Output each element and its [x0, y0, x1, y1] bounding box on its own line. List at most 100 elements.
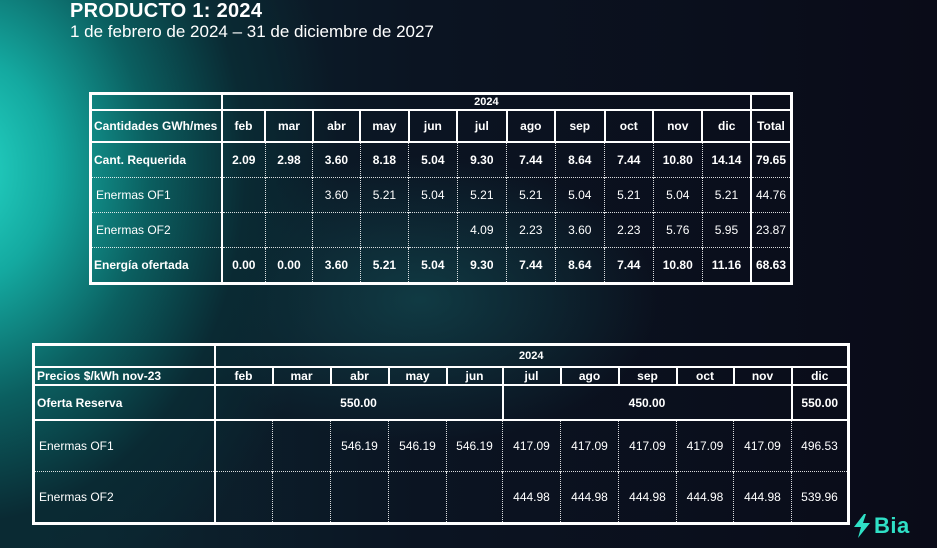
table-cell — [213, 471, 273, 524]
table-cell: 539.96 — [791, 471, 849, 524]
table-cell: 0.00 — [264, 247, 313, 284]
table-cell: 7.44 — [604, 142, 653, 178]
row-label: Enermas OF2 — [33, 471, 215, 524]
table-cell: 2.23 — [604, 212, 653, 248]
table-cell: 546.19 — [446, 420, 503, 472]
table-cell: 3.60 — [312, 142, 361, 178]
table-cell — [330, 471, 389, 524]
table-cell: 5.21 — [456, 177, 507, 213]
table-cell: 10.80 — [652, 247, 703, 284]
table-cell: 8.64 — [554, 247, 605, 284]
row-label: Cant. Requerida — [94, 153, 187, 167]
month-header: oct — [603, 109, 653, 142]
table-cell: 14.14 — [701, 142, 751, 178]
table-cell: 5.76 — [652, 212, 703, 248]
bia-logo: Bia — [853, 513, 910, 539]
table-cell: 417.09 — [733, 420, 792, 472]
table-cell: 0.00 — [220, 247, 266, 284]
month-header: dic — [701, 109, 751, 142]
table-cell — [213, 420, 273, 472]
table-cell: 8.64 — [554, 142, 605, 178]
table-cell — [408, 212, 458, 248]
table-cell — [312, 212, 361, 248]
prices-table: 2024 Precios $/kWh nov-23 feb mar abr ma… — [32, 343, 850, 525]
month-header: sep — [554, 109, 605, 142]
label-header: Precios $/kWh nov-23 — [33, 366, 215, 385]
quantities-table: 2024 Cantidades GWh/mes feb mar abr may … — [89, 92, 793, 285]
table-cell: 7.44 — [506, 247, 556, 284]
table-cell — [220, 177, 266, 213]
table-cell: 5.21 — [701, 177, 751, 213]
page-title: PRODUCTO 1: 2024 — [70, 0, 263, 22]
logo-text: Bia — [874, 513, 910, 538]
table-cell: 5.04 — [652, 177, 703, 213]
table-cell — [264, 177, 313, 213]
table-cell: 417.09 — [502, 420, 561, 472]
table-cell — [220, 212, 266, 248]
total-header: Total — [749, 109, 792, 142]
table-cell: 10.80 — [652, 142, 703, 178]
lightning-bolt-icon — [854, 514, 870, 538]
table-cell: 7.44 — [604, 247, 653, 284]
year-header: 2024 — [220, 93, 751, 110]
month-header: feb — [213, 366, 273, 385]
table-cell: 444.98 — [502, 471, 561, 524]
table-cell: 7.44 — [506, 142, 556, 178]
month-header: nov — [651, 109, 703, 142]
month-header: dic — [790, 366, 849, 385]
table-cell: 3.60 — [554, 212, 605, 248]
month-header: abr — [329, 366, 389, 385]
month-header: feb — [220, 109, 266, 142]
month-header: jun — [445, 366, 503, 385]
table-cell: 5.04 — [408, 142, 458, 178]
month-header: ago — [505, 109, 556, 142]
table-cell: 9.30 — [456, 247, 507, 284]
month-header: mar — [271, 366, 331, 385]
table-corner — [34, 345, 215, 368]
table-cell — [359, 212, 409, 248]
month-header: may — [359, 109, 409, 142]
table-cell — [272, 471, 331, 524]
table-cell: 5.21 — [506, 177, 556, 213]
table-corner — [749, 93, 792, 110]
row-label: Enermas OF1 — [39, 439, 114, 453]
year-header: 2024 — [213, 344, 849, 367]
table-cell: 2.98 — [264, 142, 313, 178]
table-cell: 546.19 — [388, 420, 447, 472]
table-cell: 5.21 — [359, 177, 409, 213]
table-cell: 5.21 — [604, 177, 653, 213]
total-cell: 23.87 — [749, 212, 792, 248]
table-cell: 546.19 — [330, 420, 389, 472]
table-cell: 444.98 — [733, 471, 792, 524]
table-cell: 417.09 — [676, 420, 734, 472]
page-subtitle: 1 de febrero de 2024 – 31 de diciembre d… — [70, 22, 434, 41]
total-cell: 68.63 — [749, 247, 792, 284]
table-cell: 3.60 — [312, 177, 361, 213]
table-cell: 2.23 — [506, 212, 556, 248]
table-cell: 444.98 — [618, 471, 677, 524]
table-cell: 444.98 — [676, 471, 734, 524]
month-header: jul — [456, 109, 507, 142]
total-cell: 44.76 — [749, 177, 792, 213]
row-label: Enermas OF1 — [90, 177, 222, 213]
month-header: ago — [559, 366, 619, 385]
table-cell: 5.21 — [359, 247, 409, 284]
table-cell: 5.95 — [701, 212, 751, 248]
table-corner — [91, 94, 222, 111]
label-header: Cantidades GWh/mes — [90, 109, 222, 142]
month-header: oct — [675, 366, 734, 385]
table-cell: 417.09 — [560, 420, 619, 472]
reserve-price-cell: 450.00 — [501, 384, 792, 421]
table-cell — [446, 471, 503, 524]
reserve-price-cell: 550.00 — [213, 384, 503, 421]
month-header: may — [387, 366, 447, 385]
month-header: nov — [732, 366, 792, 385]
row-label: Oferta Reserva — [33, 384, 215, 421]
month-header: sep — [617, 366, 677, 385]
row-label: Energía ofertada — [90, 247, 222, 284]
table-cell: 444.98 — [560, 471, 619, 524]
month-header: mar — [264, 109, 313, 142]
table-cell: 3.60 — [312, 247, 361, 284]
table-cell: 496.53 — [791, 420, 849, 472]
table-cell — [264, 212, 313, 248]
